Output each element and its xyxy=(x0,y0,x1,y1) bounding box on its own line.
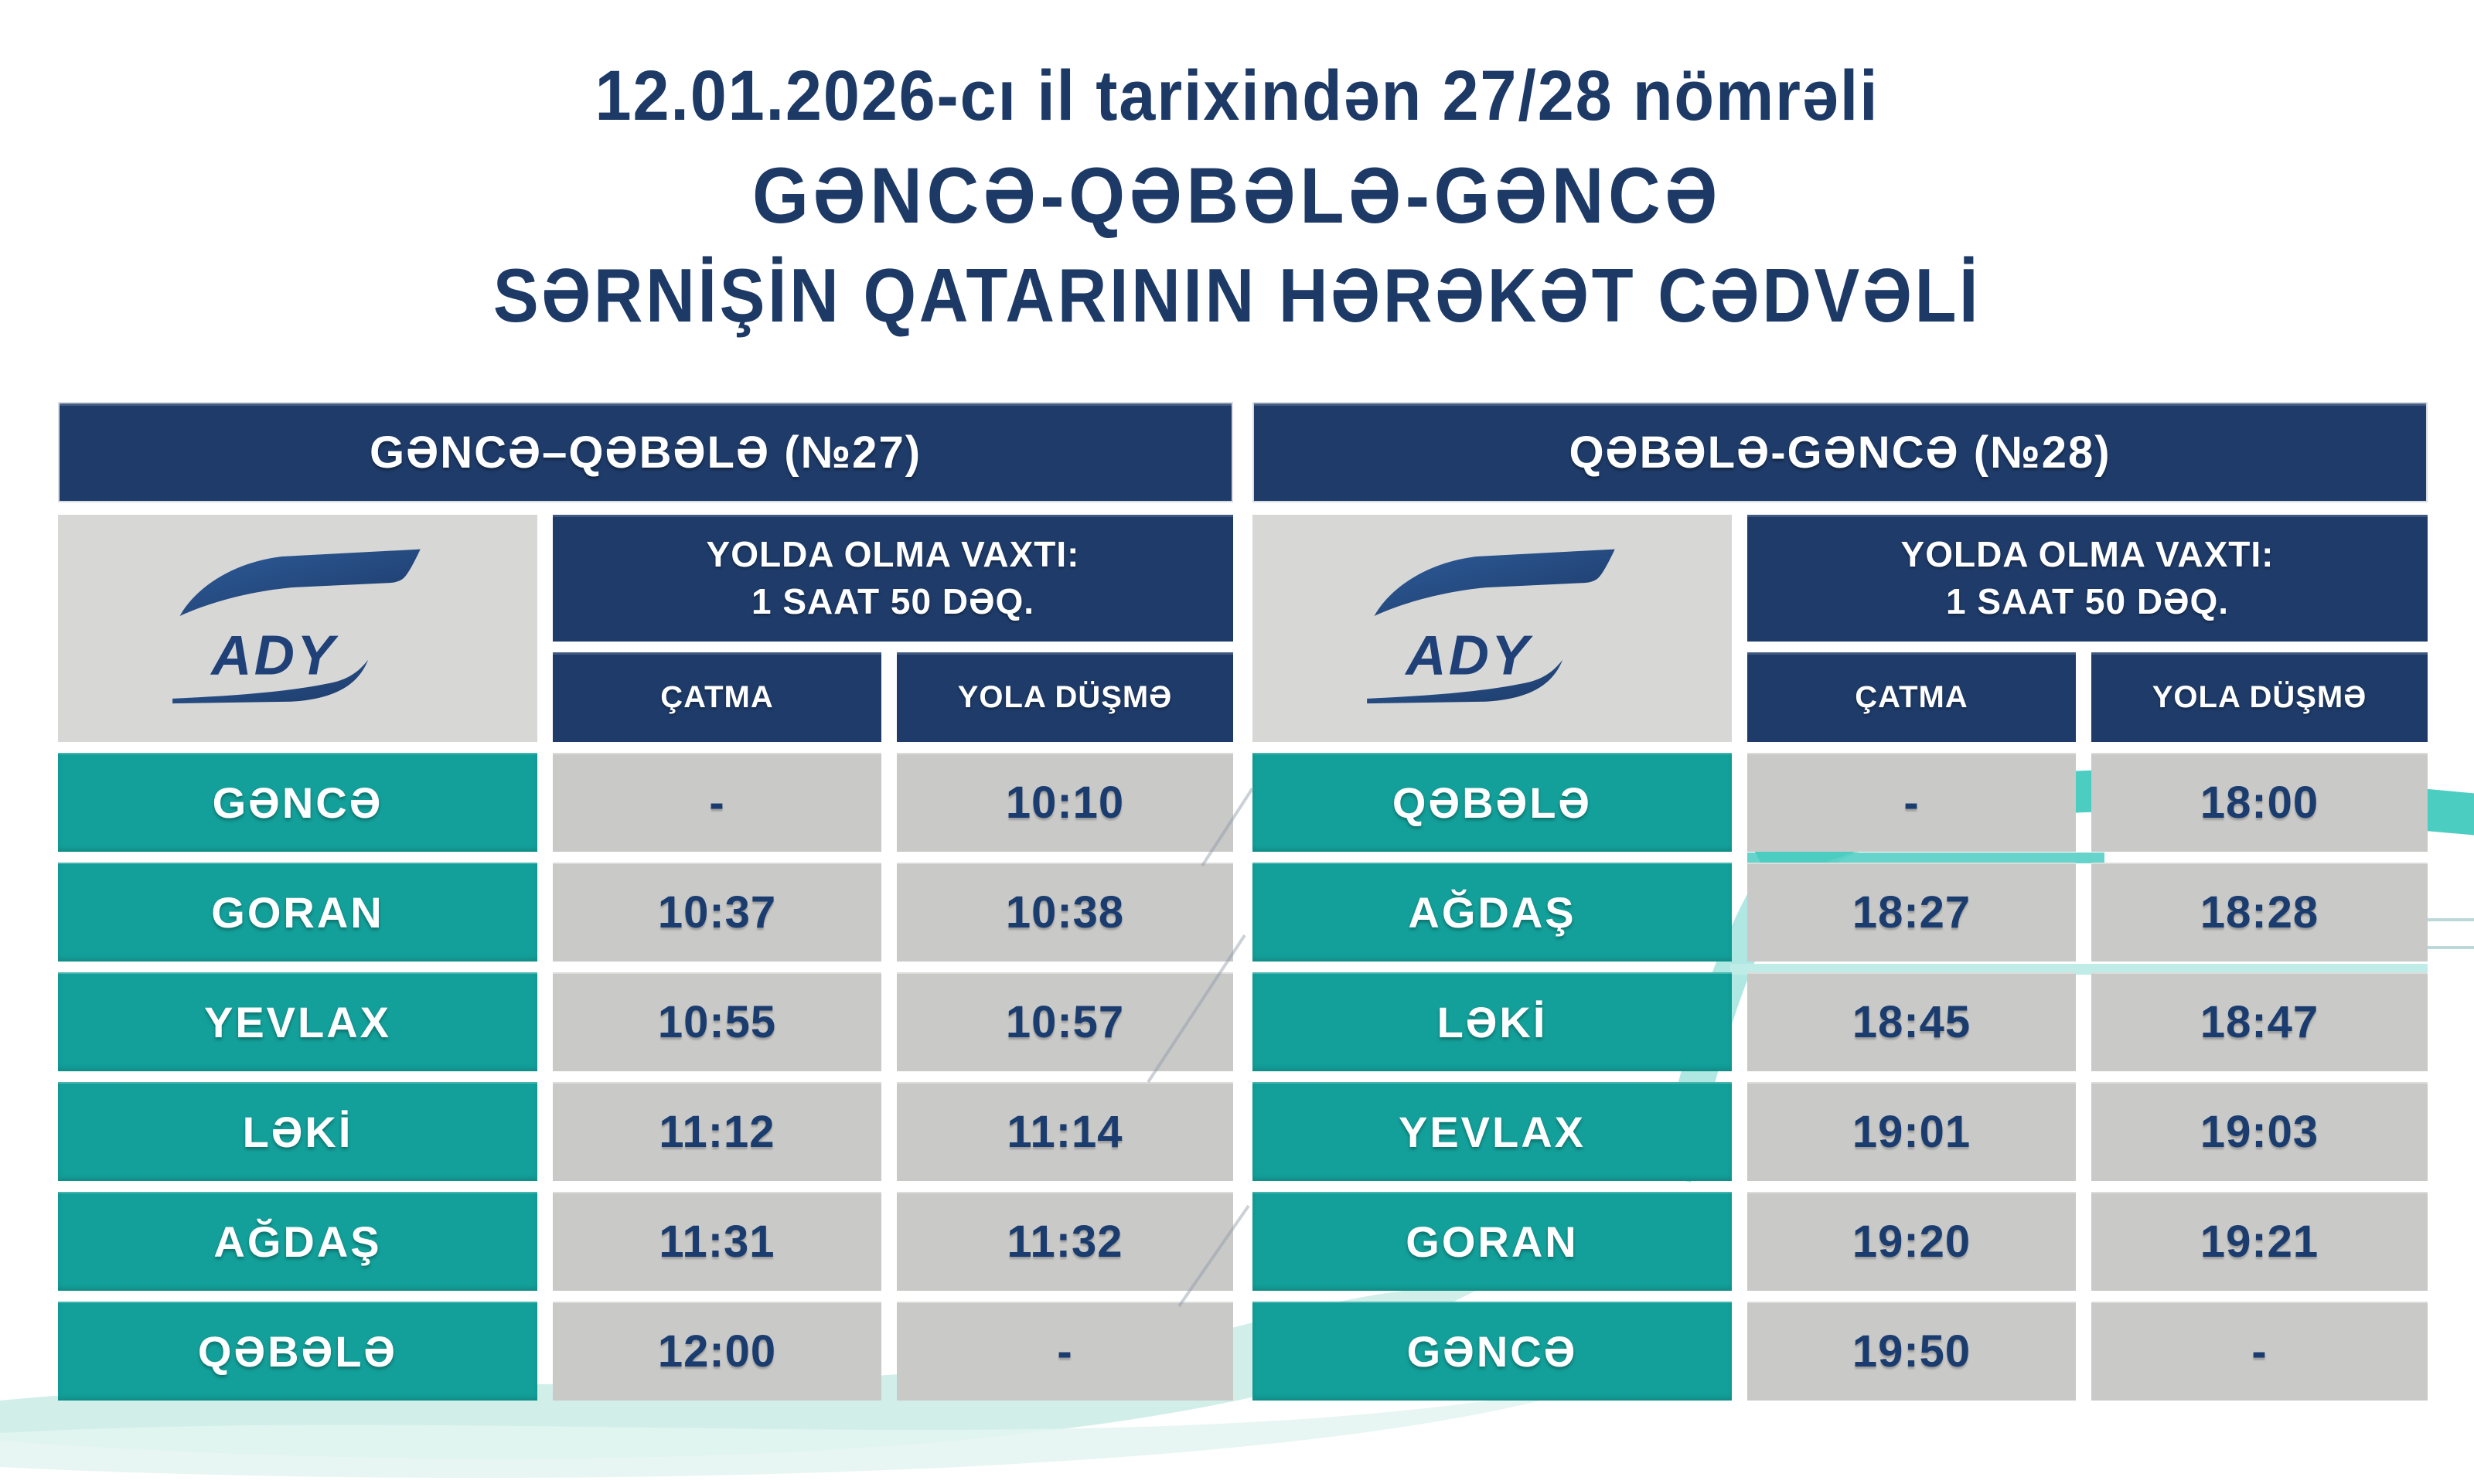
arrival-time-cell: 19:20 xyxy=(1747,1192,2076,1291)
travel-time-info: YOLDA OLMA VAXTI: 1 SAAT 50 DƏQ. xyxy=(1747,515,2428,642)
arrival-time-cell: 18:27 xyxy=(1747,863,2076,962)
arrival-time-cell: 18:45 xyxy=(1747,972,2076,1071)
departure-time-cell: 11:14 xyxy=(897,1082,1233,1181)
ady-railways-logo-icon: ADY xyxy=(1367,549,1615,704)
station-cell: AĞDAŞ xyxy=(58,1192,537,1291)
departure-time-cell: 18:00 xyxy=(2091,753,2428,852)
arrival-time-cell: 11:31 xyxy=(553,1192,881,1291)
table-gence-qebele: GƏNCƏ–QƏBƏLƏ (№27) ADY xyxy=(58,402,1254,1401)
logo-cell: ADY xyxy=(1252,515,1732,742)
travel-time-label: YOLDA OLMA VAXTI: xyxy=(706,534,1080,575)
arrival-time-cell: 10:37 xyxy=(553,863,881,962)
title-line-schedule: SƏRNİŞİN QATARININ HƏRƏKƏT CƏDVƏLİ xyxy=(492,253,1982,338)
table-header-route-28: QƏBƏLƏ-GƏNCƏ (№28) xyxy=(1252,402,2428,502)
station-cell: QƏBƏLƏ xyxy=(1252,753,1732,852)
table-qebele-gence: QƏBƏLƏ-GƏNCƏ (№28) ADY YOLDA OLMA VAXTI:… xyxy=(1252,402,2474,1401)
arrival-time-cell: 19:50 xyxy=(1747,1302,2076,1401)
arrival-time-cell: 10:55 xyxy=(553,972,881,1071)
column-header-arrival: ÇATMA xyxy=(1747,652,2076,742)
station-cell: LƏKİ xyxy=(1252,972,1732,1071)
table-grid-28: ADY YOLDA OLMA VAXTI: 1 SAAT 50 DƏQ. ÇAT… xyxy=(1252,515,2428,1401)
departure-time-cell: 10:57 xyxy=(897,972,1233,1071)
station-cell: QƏBƏLƏ xyxy=(58,1302,537,1401)
arrival-time-cell: 12:00 xyxy=(553,1302,881,1401)
title-line-date: 12.01.2026-cı il tarixindən 27/28 nömrəl… xyxy=(595,56,1879,135)
table-grid-27: ADY YOLDA OLMA VAXTI: 1 SAAT 50 DƏQ. ÇAT… xyxy=(58,515,1233,1401)
station-cell: GORAN xyxy=(58,863,537,962)
logo-cell: ADY xyxy=(58,515,537,742)
departure-time-cell: 18:28 xyxy=(2091,863,2428,962)
arrival-time-cell: - xyxy=(1747,753,2076,852)
column-header-arrival: ÇATMA xyxy=(553,652,881,742)
station-cell: YEVLAX xyxy=(58,972,537,1071)
departure-time-cell: 10:38 xyxy=(897,863,1233,962)
arrival-time-cell: - xyxy=(553,753,881,852)
departure-time-cell: - xyxy=(897,1302,1233,1401)
departure-time-cell: 11:32 xyxy=(897,1192,1233,1291)
travel-time-value: 1 SAAT 50 DƏQ. xyxy=(751,581,1035,621)
departure-time-cell: 18:47 xyxy=(2091,972,2428,1071)
departure-time-cell: 10:10 xyxy=(897,753,1233,852)
timetables: GƏNCƏ–QƏBƏLƏ (№27) ADY xyxy=(58,402,2474,1401)
station-cell: GƏNCƏ xyxy=(1252,1302,1732,1401)
departure-time-cell: - xyxy=(2091,1302,2428,1401)
station-cell: LƏKİ xyxy=(58,1082,537,1181)
svg-text:ADY: ADY xyxy=(210,625,339,687)
title-line-route: GƏNCƏ-QƏBƏLƏ-GƏNCƏ xyxy=(752,151,1722,240)
departure-time-cell: 19:21 xyxy=(2091,1192,2428,1291)
svg-text:ADY: ADY xyxy=(1404,625,1533,687)
poster-title: 12.01.2026-cı il tarixindən 27/28 nömrəl… xyxy=(0,56,2474,339)
station-cell: GORAN xyxy=(1252,1192,1732,1291)
station-cell: GƏNCƏ xyxy=(58,753,537,852)
table-header-route-27: GƏNCƏ–QƏBƏLƏ (№27) xyxy=(58,402,1233,502)
arrival-time-cell: 19:01 xyxy=(1747,1082,2076,1181)
travel-time-value: 1 SAAT 50 DƏQ. xyxy=(1945,581,2230,621)
column-header-departure: YOLA DÜŞMƏ xyxy=(897,652,1233,742)
departure-time-cell: 19:03 xyxy=(2091,1082,2428,1181)
arrival-time-cell: 11:12 xyxy=(553,1082,881,1181)
station-cell: AĞDAŞ xyxy=(1252,863,1732,962)
travel-time-label: YOLDA OLMA VAXTI: xyxy=(1900,534,2275,575)
column-header-departure: YOLA DÜŞMƏ xyxy=(2091,652,2428,742)
travel-time-info: YOLDA OLMA VAXTI: 1 SAAT 50 DƏQ. xyxy=(553,515,1233,642)
station-cell: YEVLAX xyxy=(1252,1082,1732,1181)
ady-railways-logo-icon: ADY xyxy=(172,549,421,704)
